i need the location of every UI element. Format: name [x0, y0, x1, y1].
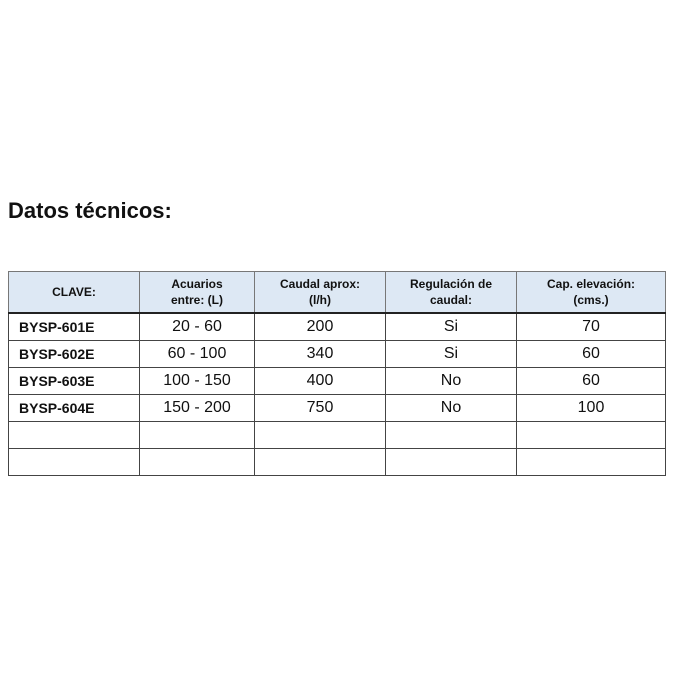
- table-row: [8, 448, 666, 476]
- table-cell: 750: [254, 394, 386, 422]
- table-cell: 60 - 100: [139, 340, 255, 368]
- model-key-cell: BYSP-603E: [8, 367, 140, 395]
- table-cell: [254, 448, 386, 476]
- table-cell: [516, 421, 666, 449]
- table-cell: 200: [254, 312, 386, 341]
- table-cell: 60: [516, 340, 666, 368]
- column-header: Regulación de caudal:: [385, 271, 517, 314]
- table-cell: 60: [516, 367, 666, 395]
- table-cell: 70: [516, 312, 666, 341]
- column-header: Cap. elevación: (cms.): [516, 271, 666, 314]
- model-key-cell: BYSP-604E: [8, 394, 140, 422]
- table-row: BYSP-604E 150 - 200 750 No 100: [8, 394, 666, 422]
- table-row: BYSP-603E 100 - 150 400 No 60: [8, 367, 666, 395]
- table-row: [8, 421, 666, 449]
- table-cell: 100: [516, 394, 666, 422]
- table-cell: 100 - 150: [139, 367, 255, 395]
- table-cell: 20 - 60: [139, 312, 255, 341]
- table-cell: Si: [385, 312, 517, 341]
- column-header: CLAVE:: [8, 271, 140, 314]
- model-key-cell: [8, 448, 140, 476]
- table-cell: [139, 448, 255, 476]
- table-cell: [516, 448, 666, 476]
- table-row: BYSP-602E 60 - 100 340 Si 60: [8, 340, 666, 368]
- table-cell: No: [385, 394, 517, 422]
- model-key-cell: BYSP-601E: [8, 312, 140, 341]
- table-cell: [385, 421, 517, 449]
- table-cell: [139, 421, 255, 449]
- technical-data-table: CLAVE: Acuarios entre: (L) Caudal aprox: (…: [8, 271, 666, 476]
- column-header: Acuarios entre: (L): [139, 271, 255, 314]
- column-header: Caudal aprox: (l/h): [254, 271, 386, 314]
- model-key-cell: [8, 421, 140, 449]
- table-cell: 340: [254, 340, 386, 368]
- table-cell: Si: [385, 340, 517, 368]
- table-cell: 150 - 200: [139, 394, 255, 422]
- section-title: Datos técnicos:: [8, 198, 172, 223]
- header-row: CLAVE: Acuarios entre: (L) Caudal aprox: (…: [8, 271, 666, 314]
- table-row: BYSP-601E 20 - 60 200 Si 70: [8, 312, 666, 341]
- table-cell: [254, 421, 386, 449]
- table-cell: [385, 448, 517, 476]
- table-cell: 400: [254, 367, 386, 395]
- model-key-cell: BYSP-602E: [8, 340, 140, 368]
- table-cell: No: [385, 367, 517, 395]
